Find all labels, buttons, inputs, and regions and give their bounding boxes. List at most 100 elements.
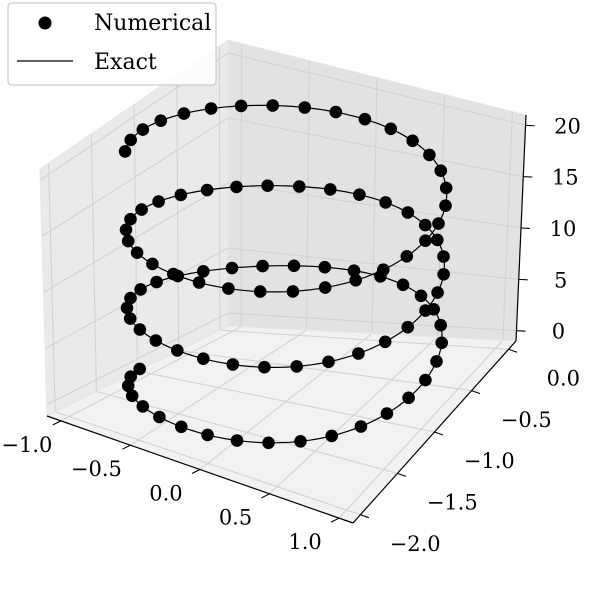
x-tick-1 (122, 444, 131, 450)
series-point-numerical-38 (197, 352, 210, 366)
series-point-numerical-12 (354, 420, 368, 433)
series-point-numerical-16 (430, 355, 443, 368)
series-point-numerical-23 (347, 264, 361, 278)
series-point-numerical-60 (174, 188, 188, 202)
series-point-numerical-10 (294, 435, 307, 448)
series-point-numerical-73 (318, 281, 332, 294)
x-tick-2 (191, 469, 201, 474)
series-point-numerical-61 (152, 195, 165, 208)
series-point-numerical-3 (125, 389, 139, 403)
pane-edge-4 (227, 39, 527, 116)
series-point-numerical-6 (175, 420, 188, 434)
series-point-numerical-39 (226, 358, 240, 371)
series-point-numerical-7 (201, 428, 214, 442)
series-point-numerical-20 (414, 289, 428, 303)
series-point-numerical-35 (133, 323, 147, 336)
series-point-numerical-48 (437, 268, 450, 281)
series-point-numerical-91 (177, 107, 191, 120)
series-point-numerical-5 (153, 410, 166, 424)
series-point-numerical-85 (358, 112, 372, 126)
series-point-numerical-32 (124, 291, 137, 305)
series-point-numerical-83 (406, 134, 419, 148)
series-point-numerical-84 (384, 122, 398, 136)
series-point-numerical-90 (204, 102, 218, 115)
series-point-numerical-67 (146, 257, 159, 271)
data-series (118, 99, 453, 450)
axis-panes (40, 40, 526, 523)
series-point-numerical-77 (419, 234, 432, 247)
series-point-numerical-71 (253, 285, 267, 298)
y-tick-label-1: −1.5 (427, 491, 478, 515)
z-tick-label-4: 20 (554, 114, 581, 138)
series-point-numerical-74 (349, 274, 363, 287)
legend-box (7, 2, 217, 86)
z-tick-label-1: 5 (554, 268, 567, 292)
series-point-numerical-11 (325, 429, 339, 443)
x-tick-0 (52, 420, 62, 426)
series-point-numerical-82 (423, 148, 436, 162)
z-tick-label-2: 10 (550, 217, 577, 241)
left-wall-pane (40, 40, 228, 416)
series-point-numerical-95 (118, 145, 132, 158)
series-point-numerical-49 (437, 250, 450, 263)
series-point-numerical-40 (258, 360, 271, 374)
series-point-numerical-86 (329, 105, 343, 119)
series-point-numerical-50 (431, 233, 444, 247)
series-point-numerical-76 (400, 249, 414, 263)
series-point-numerical-42 (322, 355, 335, 369)
series-point-numerical-43 (352, 347, 365, 360)
series-point-numerical-36 (149, 334, 163, 347)
series-point-numerical-30 (150, 275, 163, 289)
x-tick-3 (261, 493, 270, 499)
series-point-numerical-56 (293, 180, 306, 193)
y-tick-0 (360, 514, 370, 519)
series-point-numerical-93 (136, 123, 150, 136)
series-point-numerical-59 (200, 183, 214, 197)
series-point-numerical-51 (418, 218, 432, 232)
y-tick-label-2: −1.0 (464, 449, 515, 473)
series-point-numerical-80 (439, 181, 453, 195)
series-point-numerical-8 (230, 434, 244, 447)
series-point-numerical-54 (353, 188, 366, 201)
series-point-numerical-34 (123, 312, 137, 325)
pane-edge-0 (39, 168, 48, 417)
series-point-numerical-17 (435, 336, 449, 350)
series-point-numerical-87 (298, 101, 312, 114)
tick-marks (52, 124, 535, 523)
series-point-numerical-55 (324, 183, 337, 196)
series-point-numerical-13 (380, 407, 394, 420)
series-point-numerical-4 (136, 400, 150, 413)
series-point-numerical-41 (290, 360, 304, 373)
legend-label-exact: Exact (94, 50, 157, 75)
series-point-numerical-66 (130, 246, 144, 259)
x-tick-label-4: 1.0 (288, 530, 321, 554)
series-point-numerical-64 (119, 223, 133, 237)
series-point-numerical-14 (402, 391, 415, 405)
y-tick-2 (434, 431, 444, 436)
series-point-numerical-65 (121, 234, 135, 248)
series-point-numerical-26 (256, 259, 269, 273)
x-tick-label-0: −1.0 (1, 433, 52, 457)
x-tick-label-3: 0.5 (219, 506, 252, 530)
series-point-numerical-72 (286, 285, 300, 298)
series-point-numerical-27 (225, 261, 239, 275)
legend-label-numerical: Numerical (94, 11, 211, 36)
series-point-numerical-81 (434, 164, 448, 177)
series-point-numerical-46 (419, 304, 432, 317)
series-point-numerical-88 (266, 99, 280, 112)
series-point-numerical-57 (261, 179, 274, 192)
series-point-numerical-28 (197, 265, 210, 278)
y-tick-label-0: −2.0 (390, 532, 441, 556)
series-point-numerical-24 (318, 260, 332, 274)
y-tick-label-4: 0.0 (547, 366, 580, 390)
tick-labels: −1.0 −0.5 0.0 0.5 1.0 −2.0 −1.5 −1.0 −0.5 0.0 0 5 10… (1, 114, 581, 556)
series-point-numerical-15 (419, 373, 432, 387)
z-tick-label-3: 15 (552, 166, 579, 190)
series-point-numerical-89 (234, 99, 248, 113)
x-tick-label-1: −0.5 (71, 457, 122, 481)
series-point-numerical-69 (192, 276, 206, 289)
series-point-numerical-31 (134, 283, 147, 296)
series-point-numerical-21 (396, 278, 410, 292)
series-point-numerical-37 (171, 344, 184, 357)
